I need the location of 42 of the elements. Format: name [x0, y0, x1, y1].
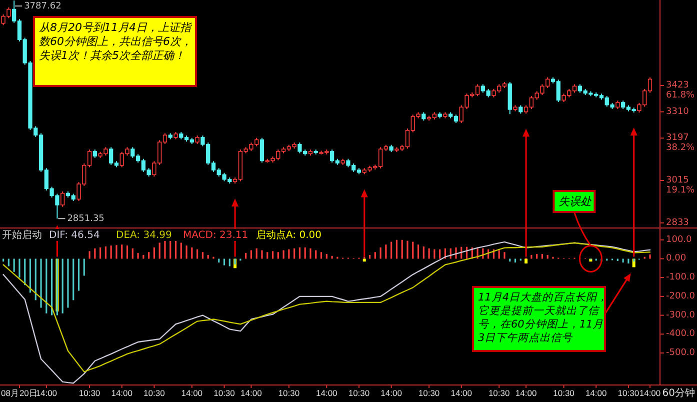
- y-tick-label: -100.0: [666, 273, 696, 284]
- x-tick-label: 10:30: [348, 388, 370, 398]
- x-tick-label: 10:30: [618, 388, 640, 398]
- y-tick-label: 0.00: [666, 254, 686, 264]
- x-tick-label: 14:00: [450, 388, 472, 398]
- x-tick-label: 10:30: [78, 388, 100, 398]
- y-tick-label: 3197 38.2%: [666, 134, 696, 154]
- annotation: 从8月20号到11月4日，上证指数60分钟图上，共出信号6次，失误1次！其余5次全部正确！: [39, 21, 193, 62]
- annotation: 3787.62: [24, 1, 62, 12]
- x-tick-label: 14:00: [639, 388, 661, 398]
- x-tick-label: 14:00: [316, 388, 338, 398]
- x-tick-label: 14:00: [515, 388, 537, 398]
- text: DEA: 34.99: [116, 230, 172, 241]
- y-tick-label: -200.0: [666, 292, 696, 302]
- text: DIF: 46.54: [49, 230, 100, 241]
- y-tick-label: 2833: [666, 218, 689, 228]
- x-tick-label: 14:00: [111, 388, 133, 398]
- x-tick-label: 10:30: [553, 388, 575, 398]
- text: 启动点A: 0.00: [256, 229, 322, 241]
- x-tick-label: 14:00: [380, 388, 402, 398]
- annotation: 2851.35: [67, 214, 104, 224]
- x-tick-label: 14:00: [181, 388, 203, 398]
- x-tick-label: 10:30: [144, 388, 166, 398]
- y-tick-label: 3310: [666, 107, 690, 118]
- x-tick-label: 10:30: [214, 388, 236, 398]
- x-tick-label: 10:30: [278, 388, 300, 398]
- series-label: MACD: 23.11: [183, 230, 248, 241]
- x-tick-label: 10:30: [418, 388, 440, 398]
- y-tick-label: -400.0: [666, 330, 696, 340]
- x-tick-label: 10:30: [488, 388, 510, 398]
- x-tick-label: 14:00: [240, 388, 262, 398]
- y-tick-label: -500.0: [666, 348, 696, 358]
- y-tick-label: 3015 19.1%: [666, 176, 696, 196]
- y-tick-label: -300.0: [666, 310, 696, 321]
- x-tick-label: 14:00: [36, 388, 58, 398]
- x-tick-label: 14:00: [585, 388, 608, 398]
- y-tick-label: 3423 61.8%: [666, 80, 696, 101]
- annotation: 11月4日大盘的百点长阳，它更是提前一天就出了信号，在60分钟图上，11月3日下午两点出信号: [478, 292, 608, 344]
- annotation: 失误处: [558, 195, 593, 208]
- chart-title: 开始启动: [2, 229, 42, 241]
- y-tick-label: 100.0: [666, 235, 692, 246]
- text: 60分钟: [662, 387, 695, 399]
